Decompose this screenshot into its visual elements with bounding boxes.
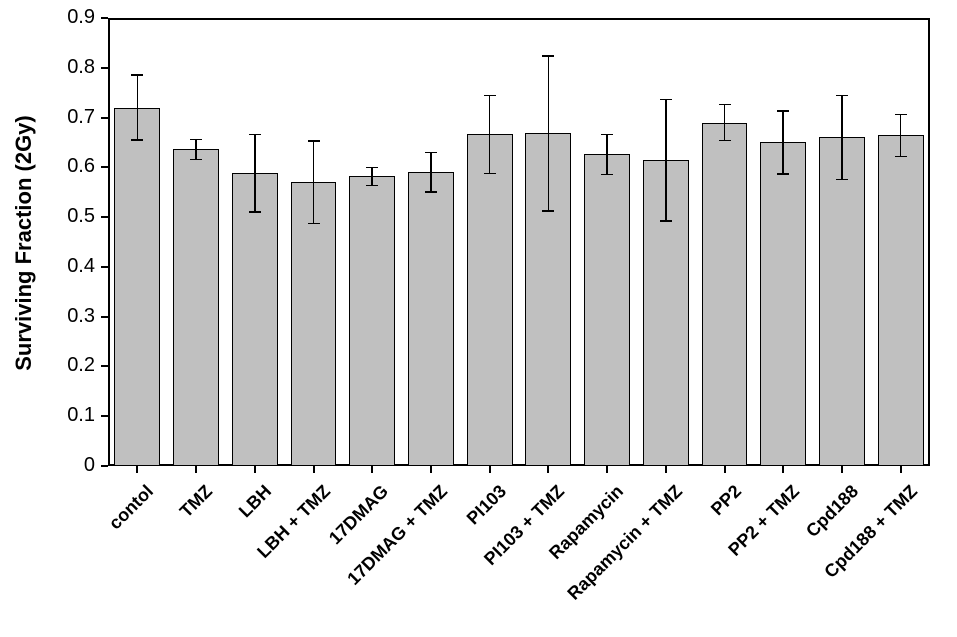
y-tick-label: 0.5 [51, 205, 95, 228]
error-bar-cap [719, 104, 731, 106]
bar [878, 135, 924, 466]
error-bar-cap [366, 167, 378, 169]
error-bar-stem [137, 75, 139, 140]
x-tick-mark [371, 466, 373, 473]
x-tick-mark [136, 466, 138, 473]
y-tick-mark [101, 415, 108, 417]
bar [173, 149, 219, 466]
x-tick-mark [489, 466, 491, 473]
error-bar-cap [190, 159, 202, 161]
x-tick-mark [782, 466, 784, 473]
bar [584, 154, 630, 466]
error-bar-cap [308, 223, 320, 225]
y-tick-label: 0.8 [51, 56, 95, 79]
y-tick-label: 0.2 [51, 354, 95, 377]
y-tick-label: 0.9 [51, 6, 95, 29]
error-bar-cap [777, 110, 789, 112]
x-tick-mark [547, 466, 549, 473]
y-tick-mark [101, 316, 108, 318]
bar [232, 173, 278, 466]
error-bar-cap [249, 134, 261, 136]
error-bar-cap [366, 185, 378, 187]
error-bar-cap [719, 140, 731, 142]
error-bar-stem [371, 167, 373, 185]
error-bar-stem [782, 111, 784, 174]
error-bar-cap [895, 114, 907, 116]
x-tick-mark [606, 466, 608, 473]
bar [760, 142, 806, 466]
y-tick-label: 0.3 [51, 305, 95, 328]
bar [349, 176, 395, 466]
error-bar-stem [841, 96, 843, 180]
error-bar-cap [601, 174, 613, 176]
error-bar-stem [548, 56, 550, 211]
error-bar-cap [425, 152, 437, 154]
bar [291, 182, 337, 466]
error-bar-cap [895, 156, 907, 158]
y-tick-mark [101, 216, 108, 218]
error-bar-cap [308, 140, 320, 142]
y-tick-mark [101, 365, 108, 367]
x-tick-mark [724, 466, 726, 473]
error-bar-stem [254, 134, 256, 212]
error-bar-stem [195, 139, 197, 159]
bar [408, 172, 454, 466]
error-bar-cap [660, 220, 672, 222]
error-bar-cap [542, 210, 554, 212]
error-bar-cap [542, 55, 554, 57]
x-tick-mark [900, 466, 902, 473]
error-bar-cap [484, 173, 496, 175]
error-bar-cap [777, 173, 789, 175]
error-bar-cap [484, 95, 496, 97]
error-bar-stem [724, 105, 726, 141]
y-axis-label: Surviving Fraction (2Gy) [11, 93, 37, 393]
y-tick-mark [101, 117, 108, 119]
x-tick-mark [665, 466, 667, 473]
y-tick-label: 0 [51, 454, 95, 477]
bar [467, 134, 513, 466]
bar [114, 108, 160, 466]
error-bar-cap [131, 139, 143, 141]
y-tick-mark [101, 465, 108, 467]
error-bar-cap [836, 179, 848, 181]
bar [702, 123, 748, 466]
error-bar-cap [131, 74, 143, 76]
error-bar-cap [190, 139, 202, 141]
error-bar-stem [489, 96, 491, 174]
x-tick-mark [313, 466, 315, 473]
x-tick-mark [430, 466, 432, 473]
bar [819, 137, 865, 466]
y-tick-label: 0.4 [51, 255, 95, 278]
y-tick-label: 0.1 [51, 404, 95, 427]
error-bar-stem [606, 134, 608, 174]
chart-container: Surviving Fraction (2Gy) 0 0.1 0.2 0.3 0.4 0.… [0, 0, 957, 636]
y-tick-label: 0.6 [51, 155, 95, 178]
y-tick-label: 0.7 [51, 106, 95, 129]
y-tick-mark [101, 166, 108, 168]
y-tick-mark [101, 67, 108, 69]
error-bar-cap [425, 191, 437, 193]
x-tick-mark [195, 466, 197, 473]
error-bar-stem [430, 152, 432, 192]
error-bar-stem [313, 141, 315, 224]
y-tick-mark [101, 266, 108, 268]
error-bar-stem [900, 115, 902, 157]
error-bar-cap [660, 99, 672, 101]
error-bar-cap [249, 211, 261, 213]
error-bar-stem [665, 100, 667, 221]
error-bar-cap [601, 134, 613, 136]
y-tick-mark [101, 17, 108, 19]
x-tick-mark [841, 466, 843, 473]
x-tick-mark [254, 466, 256, 473]
error-bar-cap [836, 95, 848, 97]
